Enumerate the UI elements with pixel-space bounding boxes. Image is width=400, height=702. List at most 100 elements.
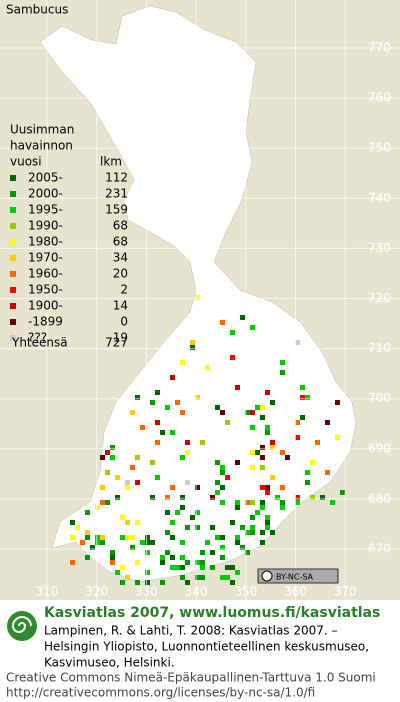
occurrence-square — [250, 425, 255, 430]
occurrence-square — [100, 500, 105, 505]
occurrence-square — [195, 395, 200, 400]
occurrence-square — [180, 565, 185, 570]
occurrence-square — [265, 520, 270, 525]
occurrence-square — [165, 510, 170, 515]
occurrence-square — [300, 415, 305, 420]
occurrence-square — [200, 575, 205, 580]
occurrence-square — [230, 330, 235, 335]
cc-icon — [261, 570, 273, 582]
occurrence-square — [170, 565, 175, 570]
occurrence-square — [320, 495, 325, 500]
legend-total-label: Yhteensä — [11, 336, 68, 350]
occurrence-square — [175, 510, 180, 515]
occurrence-square — [220, 535, 225, 540]
occurrence-square — [190, 515, 195, 520]
legend-label: 1900- — [28, 299, 63, 313]
occurrence-square — [305, 395, 310, 400]
occurrence-square — [145, 535, 150, 540]
occurrence-square — [85, 530, 90, 535]
occurrence-square — [255, 450, 260, 455]
occurrence-square — [195, 485, 200, 490]
legend-count: 159 — [105, 203, 128, 217]
occurrence-square — [185, 450, 190, 455]
occurrence-square — [250, 450, 255, 455]
legend-label: 1980- — [28, 235, 63, 249]
legend-label: 2000- — [28, 187, 63, 201]
occurrence-square — [185, 560, 190, 565]
occurrence-square — [130, 545, 135, 550]
citation-line: Helsingin Yliopisto, Luonnontieteellinen… — [44, 640, 369, 654]
occurrence-square — [170, 555, 175, 560]
badge-box — [257, 568, 339, 584]
occurrence-square — [70, 535, 75, 540]
legend-count: 20 — [113, 267, 128, 281]
occurrence-square — [150, 540, 155, 545]
occurrence-square — [175, 565, 180, 570]
x-tick-label: 350 — [234, 585, 257, 599]
occurrence-square — [180, 410, 185, 415]
legend-count: 14 — [113, 299, 128, 313]
occurrence-square — [225, 420, 230, 425]
occurrence-square — [285, 455, 290, 460]
y-tick-label: 670 — [368, 542, 391, 556]
occurrence-square — [260, 455, 265, 460]
occurrence-square — [315, 440, 320, 445]
occurrence-square — [325, 420, 330, 425]
occurrence-square — [220, 470, 225, 475]
occurrence-square — [220, 575, 225, 580]
occurrence-square — [190, 340, 195, 345]
occurrence-square — [145, 550, 150, 555]
occurrence-square — [165, 530, 170, 535]
occurrence-square — [95, 505, 100, 510]
occurrence-square — [130, 410, 135, 415]
occurrence-square — [105, 470, 110, 475]
occurrence-square — [155, 390, 160, 395]
occurrence-square — [135, 480, 140, 485]
occurrence-square — [240, 545, 245, 550]
occurrence-square — [85, 510, 90, 515]
legend-column-label: vuosi — [10, 155, 42, 169]
legend-swatch — [10, 191, 16, 197]
occurrence-square — [215, 405, 220, 410]
occurrence-square — [140, 425, 145, 430]
legend-total: 727 — [105, 336, 128, 350]
x-tick-label: 360 — [284, 585, 307, 599]
legend-column-count: lkm — [100, 155, 122, 169]
occurrence-square — [115, 495, 120, 500]
y-tick-label: 690 — [368, 441, 391, 455]
occurrence-square — [260, 485, 265, 490]
occurrence-square — [215, 535, 220, 540]
occurrence-square — [160, 555, 165, 560]
species-title: Sambucus — [6, 3, 68, 17]
occurrence-square — [295, 435, 300, 440]
y-tick-label: 760 — [368, 91, 391, 105]
occurrence-square — [180, 360, 185, 365]
occurrence-square — [260, 500, 265, 505]
x-tick-label: 370 — [334, 585, 357, 599]
occurrence-square — [295, 420, 300, 425]
legend-count: 34 — [113, 251, 128, 265]
occurrence-square — [155, 440, 160, 445]
occurrence-square — [165, 405, 170, 410]
occurrence-square — [140, 540, 145, 545]
legend-swatch — [10, 207, 16, 213]
occurrence-square — [245, 500, 250, 505]
occurrence-square — [180, 505, 185, 510]
occurrence-square — [235, 505, 240, 510]
y-tick-label: 730 — [368, 241, 391, 255]
occurrence-square — [115, 475, 120, 480]
occurrence-square — [110, 550, 115, 555]
occurrence-square — [270, 440, 275, 445]
occurrence-square — [280, 505, 285, 510]
x-tick-label: 340 — [185, 585, 208, 599]
legend-label: -1899 — [28, 315, 63, 329]
occurrence-square — [195, 510, 200, 515]
legend-count: 19 — [113, 331, 128, 345]
occurrence-square — [335, 400, 340, 405]
occurrence-square — [170, 485, 175, 490]
occurrence-square — [70, 520, 75, 525]
occurrence-square — [280, 485, 285, 490]
occurrence-square — [195, 560, 200, 565]
